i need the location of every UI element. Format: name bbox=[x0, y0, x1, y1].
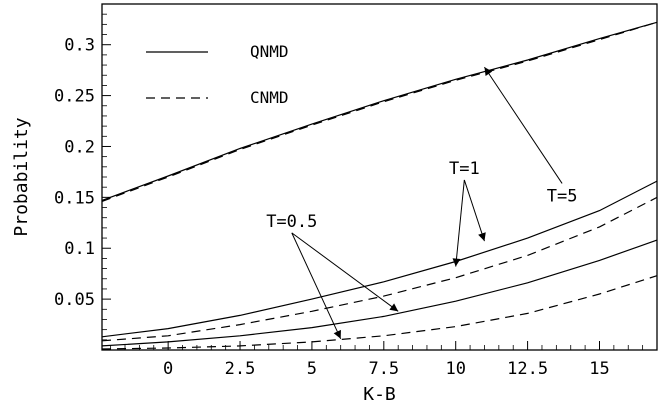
y-axis-title: Probability bbox=[11, 117, 32, 236]
x-tick-label: 15 bbox=[589, 359, 609, 379]
series-qnmd-t5 bbox=[101, 21, 658, 201]
annotation-label: T=5 bbox=[547, 186, 578, 206]
x-tick-label: 10 bbox=[445, 359, 465, 379]
annotations: T=5 T=1 T=0.5 bbox=[266, 66, 578, 340]
y-tick-label: 0.25 bbox=[54, 87, 95, 107]
y-tick-label: 0.1 bbox=[64, 239, 95, 259]
series-group bbox=[101, 21, 658, 350]
annotation-label: T=1 bbox=[449, 159, 480, 179]
series-cnmd-t1 bbox=[101, 196, 658, 342]
annotation-arrow bbox=[463, 179, 486, 242]
annotation-label: T=0.5 bbox=[266, 212, 317, 232]
legend-label: CNMD bbox=[250, 88, 289, 107]
series-cnmd-t5 bbox=[101, 21, 658, 202]
x-tick-label: 0 bbox=[163, 359, 173, 379]
x-axis-title: K-B bbox=[363, 384, 396, 405]
series-qnmd-t1 bbox=[101, 180, 658, 338]
legend-label: QNMD bbox=[250, 42, 289, 61]
x-tick-label: 2.5 bbox=[225, 359, 256, 379]
annotation-arrow bbox=[484, 66, 563, 184]
annotation-arrow bbox=[291, 232, 399, 312]
y-tick-label: 0.2 bbox=[64, 137, 95, 157]
y-tick-label: 0.3 bbox=[64, 36, 95, 56]
y-tick-label: 0.05 bbox=[54, 290, 95, 310]
axes: 0.05 0.1 0.15 0.2 0.25 0.3 0 2.5 5 7.5 10 12.5 15 bbox=[54, 3, 658, 379]
series-qnmd-t05 bbox=[101, 239, 658, 347]
annotation-arrow bbox=[291, 232, 342, 340]
series-cnmd-t05 bbox=[101, 275, 658, 350]
x-tick-label: 12.5 bbox=[507, 359, 548, 379]
y-tick-label: 0.15 bbox=[54, 188, 95, 208]
x-tick-label: 5 bbox=[307, 359, 317, 379]
annotation-arrow bbox=[452, 179, 465, 267]
x-tick-label: 7.5 bbox=[368, 359, 399, 379]
legend: QNMD CNMD bbox=[146, 42, 289, 107]
